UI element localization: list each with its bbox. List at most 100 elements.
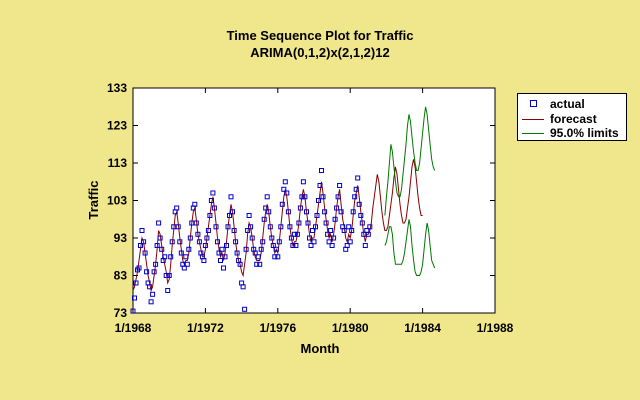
actual-point (205, 228, 211, 233)
actual-point (287, 224, 293, 230)
actual-point (338, 209, 344, 215)
actual-point (243, 246, 249, 252)
actual-point (216, 250, 222, 256)
legend-item-limits: 95.0% limits (522, 126, 619, 140)
actual-point (245, 228, 251, 233)
actual-point (317, 183, 323, 188)
actual-point (240, 284, 246, 290)
actual-point (350, 209, 356, 215)
actual-point (174, 205, 180, 211)
y-tick-label: 83 (114, 269, 128, 283)
actual-point (218, 258, 223, 263)
actual-point (314, 213, 320, 218)
actual-point (227, 213, 232, 218)
actual-point (329, 243, 335, 248)
actual-point (341, 228, 347, 233)
actual-point (204, 235, 210, 241)
y-tick-label: 103 (107, 194, 127, 208)
actual-point (290, 243, 296, 248)
actual-point (293, 243, 299, 248)
y-tick-label: 93 (114, 231, 128, 245)
actual-point (284, 190, 290, 196)
actual-point (285, 209, 291, 215)
legend-item-forecast: forecast (522, 112, 597, 126)
y-tick-label: 133 (107, 81, 127, 95)
actual-point (278, 224, 284, 230)
actual-point (320, 194, 326, 200)
actual-point (257, 261, 263, 267)
actual-point (157, 235, 163, 241)
actual-point (139, 228, 145, 233)
actual-point (319, 168, 324, 173)
actual-point (230, 209, 235, 215)
actual-point (323, 220, 329, 226)
actual-point (297, 205, 303, 211)
actual-point (168, 254, 174, 260)
actual-point (156, 220, 162, 226)
actual-point (313, 224, 318, 230)
actual-point (352, 194, 358, 200)
actual-point (166, 273, 172, 278)
actual-point (211, 205, 217, 211)
lower-limit-line (384, 219, 436, 276)
actual-point (162, 254, 168, 260)
y-axis-label: Traffic (86, 180, 101, 219)
actual-point (187, 235, 193, 241)
x-tick-label: 1/1976 (259, 321, 296, 335)
actual-point (334, 205, 340, 211)
actual-point (281, 186, 287, 192)
actual-point (142, 250, 148, 256)
actual-point (332, 216, 338, 222)
legend-label-forecast: forecast (550, 112, 597, 126)
actual-point (202, 243, 208, 248)
actual-point (246, 213, 252, 218)
actual-point (353, 186, 359, 192)
actual-point (184, 261, 190, 267)
actual-point (196, 239, 202, 245)
actual-point (163, 273, 169, 278)
plot-area (132, 87, 496, 314)
actual-point (207, 213, 213, 218)
legend-item-actual: actual (522, 97, 585, 111)
actual-point (254, 261, 260, 267)
actual-point (305, 220, 311, 226)
actual-point (267, 224, 273, 230)
actual-point (275, 254, 281, 260)
actual-point (326, 239, 332, 245)
actual-point (213, 224, 219, 230)
actual-point (299, 194, 305, 200)
actual-point (159, 246, 165, 252)
actual-point (195, 231, 201, 237)
actual-point (331, 235, 337, 241)
actual-point (356, 201, 362, 207)
x-tick-label: 1/1984 (404, 321, 441, 335)
actual-point (210, 190, 216, 196)
actual-point (186, 246, 192, 252)
actual-point (148, 299, 154, 305)
actual-point (325, 231, 331, 237)
actual-point (136, 265, 142, 271)
actual-point (316, 198, 321, 203)
actual-point (347, 239, 353, 245)
actual-point (266, 209, 272, 215)
actual-point (328, 228, 334, 233)
actual-point (310, 228, 315, 233)
actual-point (322, 209, 328, 215)
actual-point (344, 243, 350, 248)
actual-point (231, 228, 237, 233)
x-tick-label: 1/1968 (115, 321, 152, 335)
actual-point (181, 265, 187, 271)
actual-point (175, 224, 181, 230)
actual-point (308, 243, 314, 248)
actual-point (192, 201, 198, 207)
actual-point (294, 231, 300, 237)
actual-point (258, 246, 264, 252)
actual-point (153, 261, 159, 267)
actual-point (337, 183, 343, 188)
actual-point (307, 235, 312, 241)
actual-point (296, 220, 302, 226)
actual-point (242, 306, 248, 312)
actual-point (359, 220, 365, 226)
x-tick-label: 1/1980 (332, 321, 369, 335)
